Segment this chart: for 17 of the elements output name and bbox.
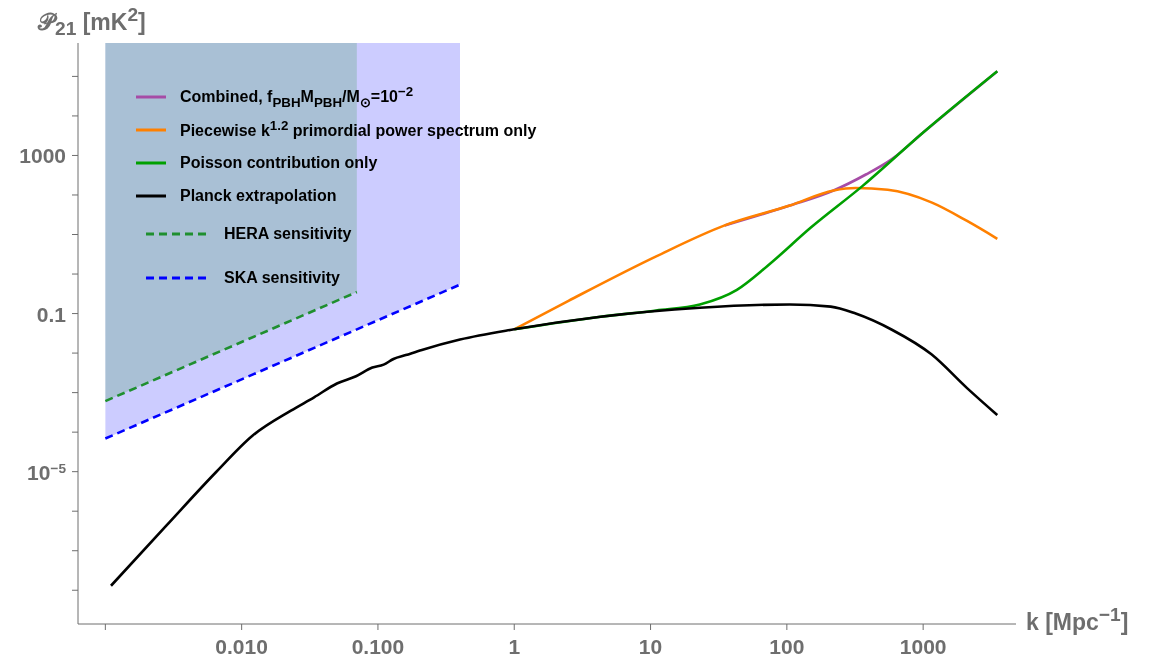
legend-label: Piecewise k$^{1.2}$ primordial power spectrum only <box>180 118 537 141</box>
legend-label: Poisson contribution only <box>180 153 378 172</box>
y-tick-label: 0.1 <box>36 302 67 326</box>
x-axis-title: k [Mpc$^{−1}$] <box>1026 604 1129 636</box>
legend-label: HERA sensitivity <box>224 225 352 243</box>
y-axis-title: 𝒫$_{21}$ [mK$^{2}$] <box>38 4 146 41</box>
y-tick-label: 10$^{−5}$ <box>27 460 67 484</box>
x-tick-label: 100 <box>769 635 805 658</box>
x-tick-label: 1 <box>508 635 521 658</box>
x-tick-label: 10 <box>638 635 663 658</box>
x-tick-label: 0.010 <box>215 635 268 658</box>
x-tick-label: 0.100 <box>351 635 405 658</box>
legend-label: Combined, f$_{PBH}$M$_{PBH}$/M$_{⊙}$=10$^{−2}$ <box>180 83 414 110</box>
x-tick-label: 1000 <box>899 635 947 658</box>
legend-label: SKA sensitivity <box>224 269 340 287</box>
y-tick-label: 1000 <box>19 144 66 168</box>
legend-label: Planck extrapolation <box>180 186 337 205</box>
